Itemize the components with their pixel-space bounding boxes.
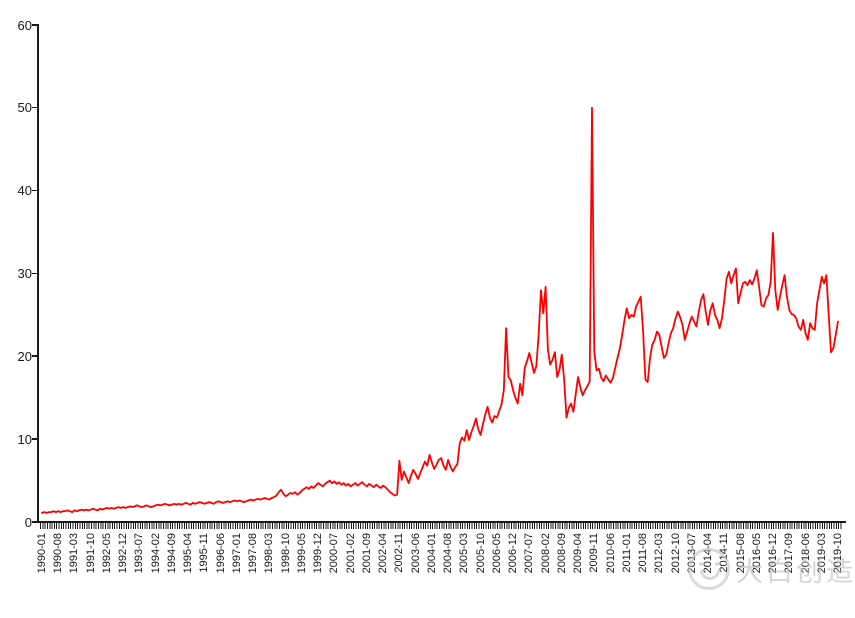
x-tick-label: 1996-06 [214, 533, 227, 574]
series-line [41, 106, 839, 514]
x-tick-label: 2006-05 [490, 533, 503, 574]
x-tick-label: 2008-02 [539, 533, 552, 574]
x-tick-label: 2002-11 [393, 533, 406, 573]
x-tick-label: 2006-12 [507, 533, 520, 574]
x-tick-label: 1998-03 [263, 533, 276, 574]
y-tick-label: 0 [24, 514, 32, 530]
x-tick-label: 2010-06 [604, 533, 617, 574]
x-tick-label: 2012-03 [653, 533, 666, 574]
x-tick-label: 2019-10 [832, 533, 844, 574]
x-tick-label: 1994-02 [149, 533, 162, 574]
x-tick-label: 2015-08 [734, 533, 747, 574]
y-tick-label: 10 [17, 431, 32, 447]
x-tick-label: 1995-11 [198, 533, 211, 573]
x-tick-label: 1998-10 [279, 533, 292, 574]
x-tick-label: 2011-01 [620, 533, 633, 573]
x-tick-label: 2019-03 [815, 533, 828, 574]
x-tick-label: 2001-02 [344, 533, 357, 574]
y-tick-mark [32, 521, 37, 523]
x-tick-label: 2018-06 [799, 533, 812, 574]
y-tick-mark [32, 106, 37, 109]
y-tick-label: 40 [17, 183, 32, 199]
x-tick-label: 2004-01 [425, 533, 438, 574]
y-axis [37, 24, 39, 523]
y-tick-mark [32, 438, 37, 440]
x-tick-label: 2017-09 [783, 533, 796, 574]
x-tick-label: 1990-08 [52, 533, 65, 574]
x-tick-label: 1990-01 [36, 533, 48, 574]
x-tick-label: 2016-05 [750, 533, 763, 574]
x-tick-label: 1997-01 [230, 533, 243, 574]
x-tick-label: 1995-04 [182, 533, 195, 574]
x-tick-label: 2005-10 [474, 533, 487, 574]
x-tick-label: 2013-07 [685, 533, 698, 574]
x-tick-label: 2008-09 [555, 533, 568, 574]
x-tick-label: 2000-07 [328, 533, 341, 574]
x-tick-label: 2002-04 [377, 533, 390, 574]
x-tick-label: 1992-12 [117, 533, 130, 574]
x-tick-label: 2009-11 [588, 533, 601, 573]
x-tick-label: 2007-07 [523, 533, 536, 574]
plot-area [41, 106, 839, 514]
y-tick-mark [32, 189, 37, 192]
x-tick-label: 2005-03 [458, 533, 471, 574]
y-tick-mark [32, 272, 37, 275]
x-tick-label: 1991-10 [84, 533, 97, 574]
y-tick-label: 20 [17, 348, 32, 364]
x-tick-label: 1991-03 [68, 533, 81, 574]
x-tick-label: 1999-05 [295, 533, 308, 574]
x-tick-label: 2004-08 [442, 533, 455, 574]
y-tick-label: 30 [17, 266, 32, 281]
x-tick-label: 2012-10 [669, 533, 682, 574]
x-tick-label: 2016-12 [767, 533, 780, 574]
x-tick-label: 2014-04 [702, 533, 715, 574]
x-tick-label: 1993-07 [133, 533, 146, 574]
x-axis-minor-ticks [40, 523, 842, 529]
x-tick-label: 2009-04 [572, 533, 585, 574]
x-tick-label: 1997-08 [247, 533, 260, 574]
x-axis [36, 521, 846, 523]
y-tick-mark [32, 355, 37, 357]
y-tick-mark [32, 24, 37, 26]
x-tick-label: 2001-09 [360, 533, 373, 574]
x-tick-label: 1994-09 [165, 533, 178, 574]
x-tick-label: 2011-08 [637, 533, 650, 573]
x-tick-label: 1999-12 [312, 533, 325, 574]
y-tick-label: 60 [17, 17, 32, 33]
y-tick-label: 50 [17, 100, 32, 116]
x-tick-label: 1992-05 [100, 533, 113, 574]
x-tick-label: 2014-11 [718, 533, 731, 573]
x-tick-label: 2003-06 [409, 533, 422, 574]
